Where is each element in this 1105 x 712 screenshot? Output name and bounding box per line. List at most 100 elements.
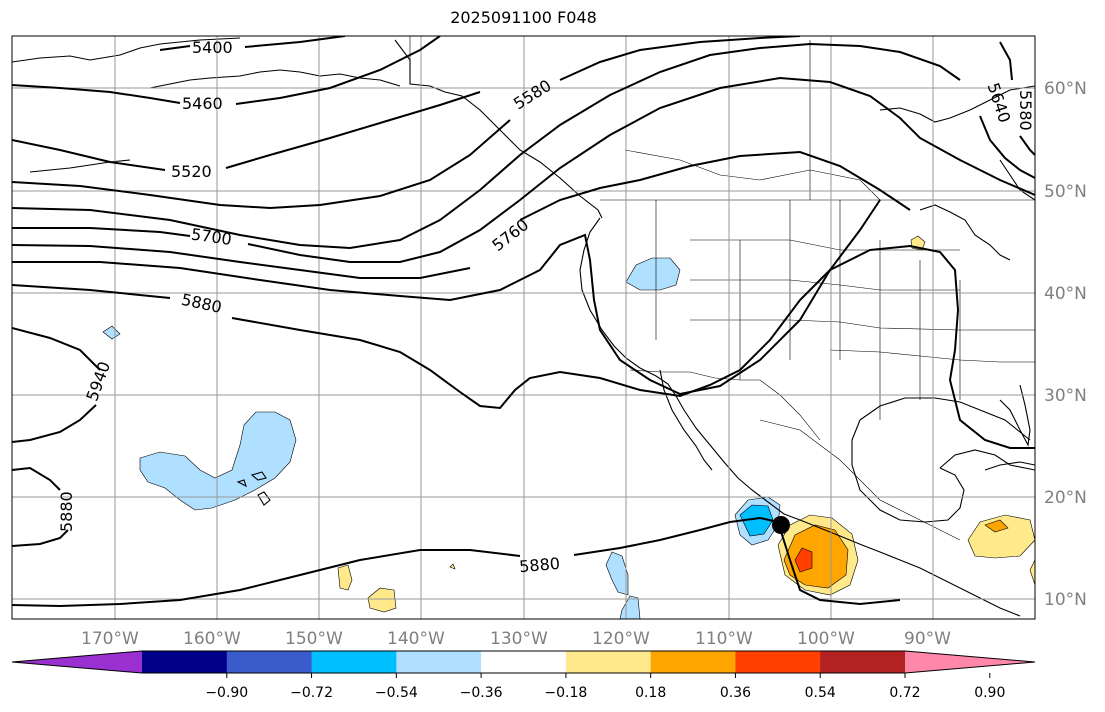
longitude-axis: 170°W 160°W 150°W 140°W 130°W 120°W 110°… — [81, 629, 951, 649]
graticule — [12, 36, 1035, 619]
negative-anomaly-great-basin — [625, 257, 681, 291]
lon-label: 100°W — [797, 629, 855, 649]
coastline-us-west — [579, 217, 1021, 617]
coastline-alaska-west — [394, 39, 603, 219]
coastline-hawaii-1 — [250, 471, 267, 481]
negative-anomaly-hawaii — [139, 411, 297, 511]
positive-anomaly-pacific-2 — [367, 587, 397, 613]
contour-5580-east — [999, 41, 1035, 156]
colorbar-tick-label: −0.72 — [290, 685, 333, 701]
contour-5940 — [12, 327, 101, 443]
positive-anomaly-mexico-strong — [794, 547, 813, 573]
border-states-2 — [690, 239, 960, 251]
map-title: 2025091100 F048 — [450, 8, 597, 27]
negative-anomaly-south-1 — [605, 551, 629, 596]
colorbar-ticks: −0.90 −0.72 −0.54 −0.36 −0.18 0.18 0.36 0.54 0.7… — [205, 673, 1005, 701]
contour-5880 — [12, 244, 1035, 449]
colorbar-tick-label: −0.54 — [375, 685, 418, 701]
contour-label-5520: 5520 — [171, 162, 212, 181]
coastline-yucatan — [939, 449, 1035, 471]
coastline-gulf — [859, 397, 1031, 441]
plot-border — [11, 35, 1036, 620]
contour-5700 — [12, 76, 1035, 263]
lat-label: 10°N — [1044, 590, 1087, 610]
coastline-hawaii-2 — [257, 491, 271, 506]
colorbar-tick-label: 0.72 — [889, 685, 920, 701]
contour-5640-east — [979, 115, 1035, 179]
lat-label: 30°N — [1044, 386, 1087, 406]
contour-label-5880-west: 5880 — [57, 491, 76, 532]
colorbar-segment — [820, 651, 906, 673]
lon-label: 130°W — [490, 629, 548, 649]
colorbar: −0.90 −0.72 −0.54 −0.36 −0.18 0.18 0.36 0.54 0.7… — [11, 650, 1036, 701]
colorbar-tick-label: 0.90 — [974, 685, 1005, 701]
lon-label: 120°W — [592, 629, 650, 649]
colorbar-tick-label: 0.54 — [805, 685, 836, 701]
border-canada-provinces — [624, 149, 881, 201]
colorbar-tick-label: 0.18 — [635, 685, 666, 701]
colorbar-extend-low — [12, 651, 142, 673]
lon-label: 140°W — [387, 629, 445, 649]
contour-5520 — [12, 91, 481, 171]
storm-marker-icon — [772, 516, 790, 534]
coastline-cuba — [984, 461, 1035, 471]
contour-5400 — [159, 36, 346, 51]
lon-label: 110°W — [695, 629, 753, 649]
contour-label-5580-east: 5580 — [1016, 90, 1035, 131]
lon-label: 170°W — [81, 629, 139, 649]
contour-5820 — [12, 199, 881, 396]
colorbar-tick-label: −0.18 — [544, 685, 587, 701]
colorbar-extend-high — [905, 651, 1035, 673]
negative-anomaly-south-2 — [619, 595, 641, 619]
positive-anomaly-ca-mid — [984, 519, 1009, 533]
coastline-baja — [659, 369, 713, 471]
border-mexico-states — [759, 419, 961, 541]
colorbar-segment — [565, 651, 652, 673]
latitude-axis: 10°N 20°N 30°N 40°N 50°N 60°N — [1044, 79, 1087, 610]
colorbar-segment — [226, 651, 313, 673]
contour-5880-west — [12, 466, 69, 547]
negative-anomaly-small-1 — [102, 325, 121, 340]
lat-label: 20°N — [1044, 488, 1087, 508]
colorbar-segment — [142, 651, 228, 673]
positive-anomaly-pacific-3 — [449, 563, 456, 570]
contour-label-5880-south: 5880 — [518, 554, 560, 576]
colorbar-segments — [11, 650, 1036, 674]
coastline-hudson — [879, 85, 1035, 123]
coastline-canada-east — [999, 159, 1035, 201]
colorbar-outline — [11, 650, 1036, 674]
lon-label: 150°W — [285, 629, 343, 649]
coastline-great-lakes — [919, 204, 1011, 261]
positive-anomaly-ca-east — [1029, 559, 1035, 586]
border-layer — [409, 36, 1035, 541]
lon-label: 90°W — [904, 629, 951, 649]
coastline-alaska-north — [12, 37, 241, 63]
contour-5880-south — [12, 516, 901, 608]
border-states-3 — [690, 279, 960, 291]
colorbar-segment — [735, 651, 821, 673]
contour-5640 — [12, 42, 961, 250]
colorbar-tick-label: −0.36 — [460, 685, 503, 701]
lat-label: 50°N — [1044, 182, 1087, 202]
lat-label: 40°N — [1044, 284, 1087, 304]
positive-anomaly-pacific-1 — [337, 564, 353, 591]
lat-label: 60°N — [1044, 79, 1087, 99]
anomaly-fill-layer — [102, 235, 1035, 619]
height-contours — [12, 36, 1035, 608]
colorbar-segment — [481, 651, 567, 673]
contour-label-5400: 5400 — [192, 38, 233, 57]
positive-anomaly-central-america — [967, 514, 1035, 559]
colorbar-segment — [396, 651, 482, 673]
border-states-11 — [829, 349, 1035, 363]
colorbar-tick-label: 0.36 — [720, 685, 751, 701]
lon-label: 160°W — [183, 629, 241, 649]
coastline-gulf-west — [851, 419, 965, 523]
coastline-hawaii-3 — [236, 479, 247, 488]
contour-5580 — [12, 36, 801, 210]
contour-5760 — [12, 150, 911, 279]
contour-label-5460: 5460 — [182, 94, 223, 113]
colorbar-segment — [311, 651, 397, 673]
colorbar-tick-label: −0.90 — [205, 685, 248, 701]
contour-5460 — [12, 36, 441, 105]
